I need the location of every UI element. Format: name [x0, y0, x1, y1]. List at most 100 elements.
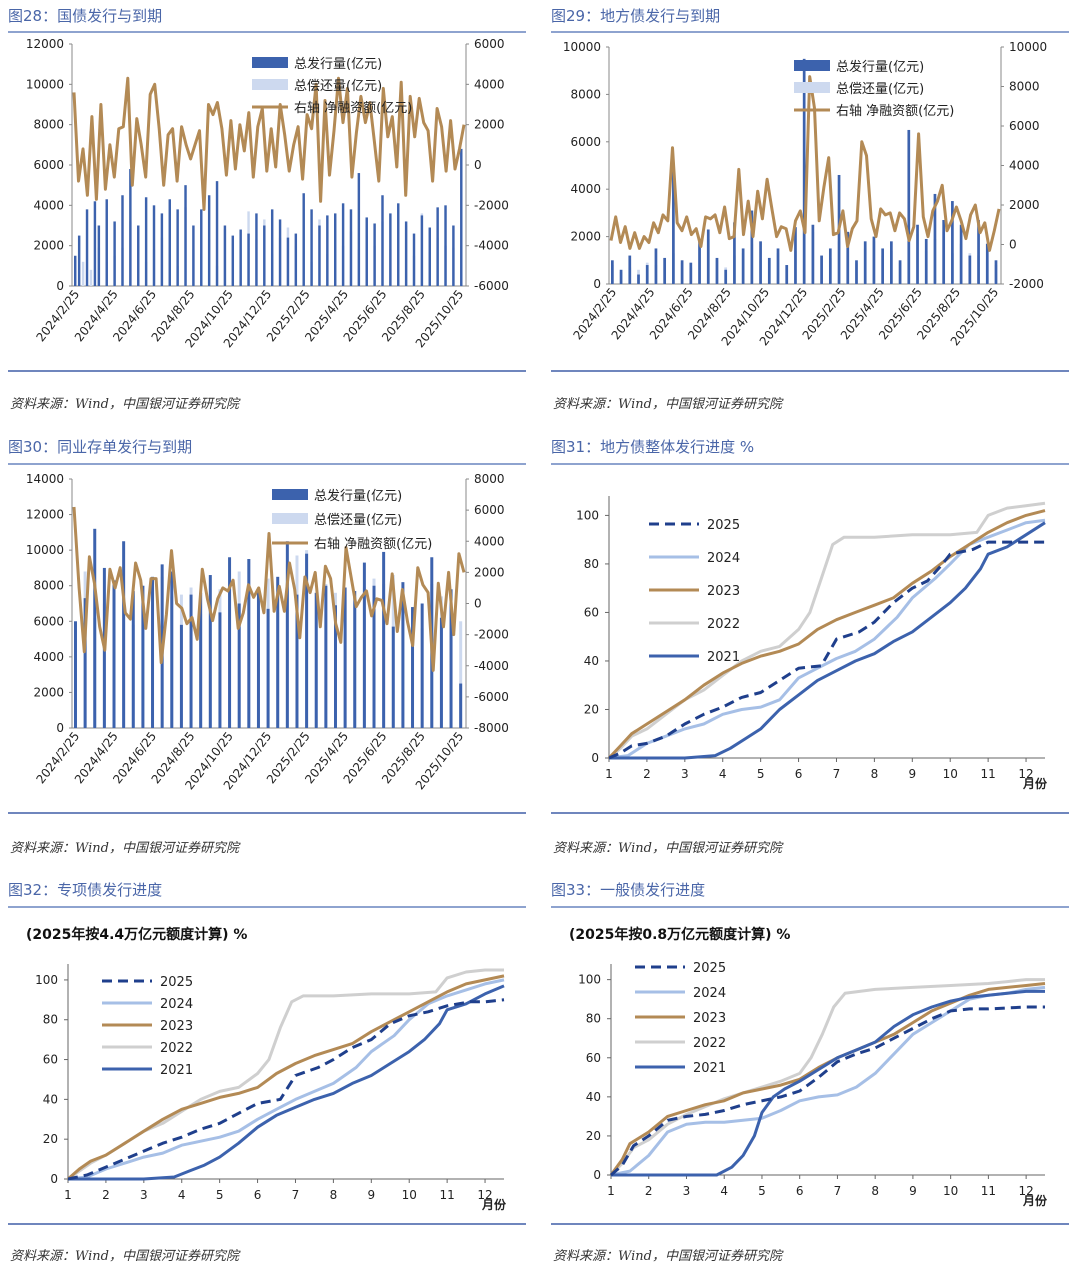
legend-label-2023: 2023: [160, 1019, 193, 1034]
issue-bar: [372, 585, 376, 728]
series-line-2022: [67, 968, 504, 1181]
source-note: 资料来源：Wind，中国银河证券研究院: [553, 397, 782, 412]
issue-bar: [189, 594, 193, 728]
panel-fig30: 图30：同业存单发行与到期 0 2000 4000 6000 8000 10000 1200…: [8, 435, 526, 856]
issue-bar: [365, 217, 368, 286]
issue-bar: [439, 617, 443, 728]
y-left-tick-label: 12000: [26, 508, 64, 522]
y-left-tick-label: 14000: [26, 472, 64, 486]
y-right-tick-label: 4000: [1009, 159, 1040, 173]
y-left-tick-label: 6000: [33, 158, 64, 172]
issue-bar: [141, 585, 145, 728]
y-right-tick-label: 0: [474, 158, 482, 172]
series-line-2023: [607, 509, 1046, 760]
chart-subtitle: (2025年按0.8万亿元额度计算) %: [569, 927, 791, 943]
issue-bar: [97, 225, 101, 286]
y-right-tick-label: 8000: [1009, 80, 1040, 94]
issue-bar: [207, 195, 211, 286]
issue-bar: [334, 213, 337, 286]
legend-repay-label: 总偿还量(亿元): [294, 79, 382, 94]
x-tick-label: 10: [402, 1188, 417, 1202]
issue-bar: [890, 241, 893, 284]
x-tick-label: 3: [683, 1184, 691, 1198]
issue-bar: [239, 229, 242, 286]
legend-issue-label: 总发行量(亿元): [294, 56, 382, 72]
issue-bar: [802, 58, 806, 284]
y-left-tick-label: 6000: [570, 135, 601, 149]
issue-bar: [672, 165, 675, 284]
issue-bar: [881, 248, 884, 284]
x-tick-label: 11: [981, 1184, 996, 1198]
issue-bar: [326, 215, 329, 286]
issue-bar: [449, 589, 453, 728]
issue-bar: [160, 213, 164, 286]
y-right-tick-label: 2000: [1009, 198, 1040, 212]
x-tick-label: 4: [178, 1188, 186, 1202]
y-right-tick-label: 8000: [474, 472, 505, 486]
source-note: 资料来源：Wind，中国银河证券研究院: [10, 397, 239, 412]
legend-net-label: 右轴 净融资额(亿元): [836, 104, 954, 119]
x-tick-label: 12: [1018, 1184, 1033, 1198]
issue-bar: [247, 559, 251, 728]
legend-label-2022: 2022: [160, 1041, 193, 1056]
y-right-tick-label: -6000: [474, 279, 509, 293]
y-tick-label: 100: [578, 973, 601, 987]
issue-bar: [129, 169, 132, 286]
issue-bar: [846, 231, 850, 284]
issue-bar: [459, 683, 463, 728]
y-left-tick-label: 0: [56, 721, 64, 735]
issue-bar: [286, 237, 290, 286]
bottom-rule: [551, 812, 1069, 814]
issue-bar: [231, 235, 235, 286]
series-line-2021: [68, 984, 505, 1181]
issue-bar: [436, 207, 439, 286]
bottom-rule: [551, 1223, 1069, 1225]
issue-bar: [428, 227, 431, 286]
y-tick-label: 40: [584, 654, 599, 668]
issue-bar: [750, 210, 754, 284]
y-left-tick-label: 10000: [563, 40, 601, 54]
issue-bar: [266, 608, 270, 728]
issue-bar: [767, 257, 771, 284]
y-right-tick-label: 4000: [474, 534, 505, 548]
issue-bar: [74, 621, 77, 728]
issue-bar: [785, 265, 789, 284]
issue-bar: [898, 260, 902, 284]
issue-bar: [977, 220, 980, 284]
issue-bar: [907, 129, 911, 284]
legend-label-2025: 2025: [707, 518, 740, 533]
issue-bar: [192, 225, 195, 286]
legend-label-2022: 2022: [707, 617, 740, 632]
y-right-tick-label: 2000: [474, 118, 505, 132]
issue-bar: [404, 221, 408, 286]
panel-title: 图31：地方债整体发行进度 %: [551, 438, 755, 456]
y-tick-label: 60: [43, 1053, 58, 1067]
panel-title: 图32：专项债发行进度: [8, 881, 163, 899]
x-tick-label: 2: [643, 767, 651, 781]
chart-fig29: 0 2000 4000 6000 8000 10000 -2000 0 2000 4000 6000…: [563, 40, 1047, 348]
title-rule: [551, 906, 1069, 908]
issue-bar: [137, 225, 140, 286]
y-tick-label: 0: [591, 751, 599, 765]
issue-bar: [168, 199, 171, 286]
legend-issue-label: 总发行量(亿元): [836, 59, 924, 75]
legend-label-2024: 2024: [160, 997, 193, 1012]
bottom-rule: [8, 370, 526, 372]
x-tick-label: 8: [330, 1188, 338, 1202]
issue-bar: [276, 576, 280, 728]
y-right-tick-label: 6000: [474, 37, 505, 51]
x-unit-label: 月份: [1022, 1193, 1048, 1208]
issue-bar: [680, 260, 684, 284]
panel-fig32: 图32：专项债发行进度 (2025年按4.4万亿元额度计算) % 0 20 40 60…: [8, 878, 526, 1264]
title-rule: [8, 31, 526, 33]
y-left-tick-label: 8000: [33, 118, 64, 132]
bottom-rule: [8, 1223, 526, 1225]
y-left-tick-label: 10000: [26, 77, 64, 91]
y-left-tick-label: 2000: [33, 685, 64, 699]
x-tick-label: 4: [719, 767, 727, 781]
panel-fig31: 图31：地方债整体发行进度 % 0 20 40 60 80 100 1 2 3 4 5 6 7 8 9 10 1…: [551, 435, 1069, 856]
issue-bar: [645, 265, 649, 284]
x-tick-label: 7: [292, 1188, 300, 1202]
legend-label-2021: 2021: [693, 1061, 726, 1076]
